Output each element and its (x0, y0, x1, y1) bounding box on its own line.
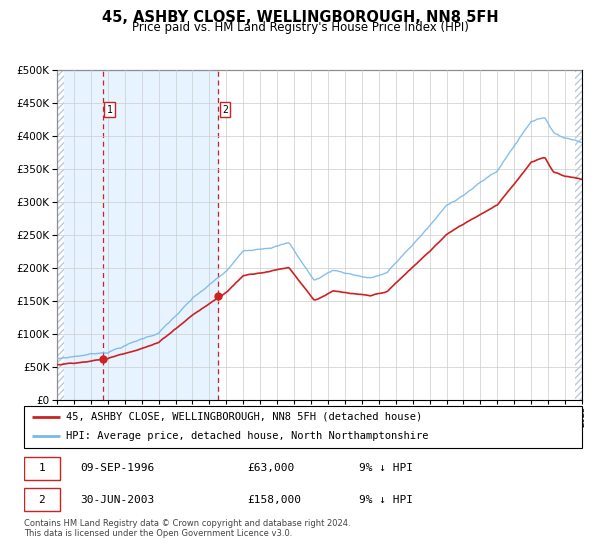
Bar (57, 70, 64, 400)
Bar (575, 70, 582, 400)
Text: Contains HM Land Registry data © Crown copyright and database right 2024.
This d: Contains HM Land Registry data © Crown c… (24, 519, 350, 538)
FancyBboxPatch shape (24, 457, 60, 480)
Text: HPI: Average price, detached house, North Northamptonshire: HPI: Average price, detached house, Nort… (66, 431, 428, 441)
Text: 1: 1 (38, 464, 45, 473)
Text: 9% ↓ HPI: 9% ↓ HPI (359, 464, 413, 473)
Text: 45, ASHBY CLOSE, WELLINGBOROUGH, NN8 5FH: 45, ASHBY CLOSE, WELLINGBOROUGH, NN8 5FH (101, 10, 499, 25)
Text: 30-JUN-2003: 30-JUN-2003 (80, 495, 154, 505)
Bar (57, 70, 218, 400)
Text: £158,000: £158,000 (247, 495, 301, 505)
Text: 2: 2 (222, 105, 228, 115)
Text: 1: 1 (107, 105, 113, 115)
Text: 09-SEP-1996: 09-SEP-1996 (80, 464, 154, 473)
Text: 2: 2 (38, 495, 45, 505)
Text: 45, ASHBY CLOSE, WELLINGBOROUGH, NN8 5FH (detached house): 45, ASHBY CLOSE, WELLINGBOROUGH, NN8 5FH… (66, 412, 422, 422)
Text: £63,000: £63,000 (247, 464, 295, 473)
FancyBboxPatch shape (24, 488, 60, 511)
Text: 9% ↓ HPI: 9% ↓ HPI (359, 495, 413, 505)
FancyBboxPatch shape (24, 406, 582, 448)
Text: Price paid vs. HM Land Registry's House Price Index (HPI): Price paid vs. HM Land Registry's House … (131, 21, 469, 34)
